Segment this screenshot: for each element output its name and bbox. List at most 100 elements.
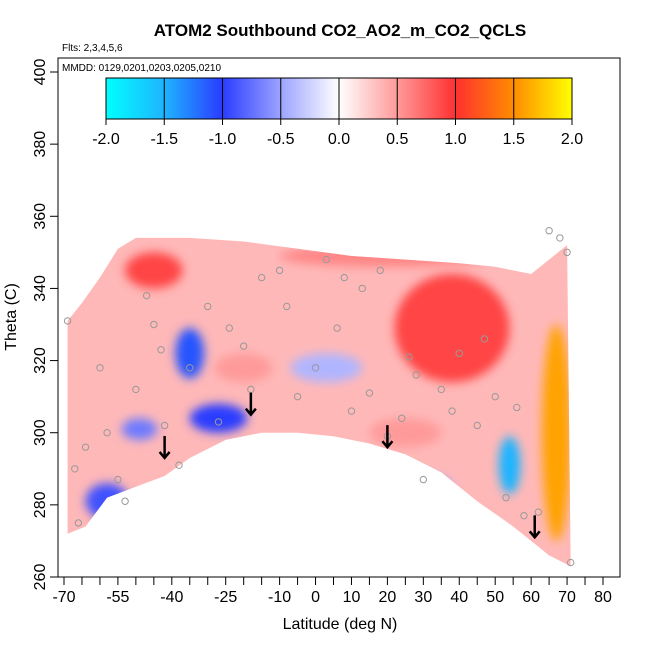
arrow-head xyxy=(528,530,541,540)
anomaly-blue-north-streak xyxy=(498,436,521,495)
x-tick-label: 20 xyxy=(379,589,397,606)
y-tick-label: 300 xyxy=(32,419,49,446)
colorbar-tick-label: -1.0 xyxy=(209,131,237,148)
anomaly-blue-mid-south xyxy=(175,328,205,379)
sample-point xyxy=(311,364,320,372)
anomaly-blue-subtropics-low xyxy=(408,476,453,498)
x-axis-label: Latitude (deg N) xyxy=(283,616,398,633)
colorbar-tick-label: 0.5 xyxy=(386,131,408,148)
colorbar-tick-label: -0.5 xyxy=(267,131,295,148)
x-tick-label: 80 xyxy=(594,589,612,606)
sample-point xyxy=(175,461,183,469)
sample-point xyxy=(480,335,489,343)
x-tick-label: 30 xyxy=(414,589,432,606)
colorbar-tick-label: -1.5 xyxy=(150,131,178,148)
colorbar-tick-label: -2.0 xyxy=(92,131,120,148)
sample-point xyxy=(257,273,266,282)
sample-point xyxy=(513,403,521,412)
x-tick-label: 70 xyxy=(558,589,576,606)
x-tick-label: -25 xyxy=(214,589,237,606)
x-tick-label: -70 xyxy=(52,589,75,606)
sample-point xyxy=(283,302,291,311)
x-tick-label: -10 xyxy=(268,589,291,606)
x-tick-label: 60 xyxy=(522,589,540,606)
colorbar: -2.0 -1.5 -1.0 -0.5 0.0 0.5 1.0 1.5 2.0 xyxy=(92,77,583,148)
anomaly-red-north-mid xyxy=(394,274,510,383)
y-tick-label: 380 xyxy=(32,131,49,158)
sample-point xyxy=(225,324,233,332)
sample-point xyxy=(322,255,331,264)
sample-point xyxy=(142,291,151,300)
anomaly-red-mid-south xyxy=(214,353,273,383)
y-axis: 260 280 300 320 340 360 380 400 xyxy=(32,59,59,591)
colorbar-tick-label: 1.0 xyxy=(444,131,466,148)
sample-point xyxy=(132,385,140,394)
y-tick-label: 260 xyxy=(32,564,49,591)
y-tick-label: 340 xyxy=(32,275,49,302)
sample-point xyxy=(448,407,456,415)
sample-point xyxy=(365,389,374,397)
flights-label: Flts: 2,3,4,5,6 xyxy=(62,43,123,54)
sample-point xyxy=(103,429,111,437)
sample-point xyxy=(275,266,284,275)
x-tick-label: -55 xyxy=(106,589,129,606)
x-tick-label: 10 xyxy=(343,589,361,606)
sample-point xyxy=(502,493,510,502)
sample-point xyxy=(81,443,90,451)
y-tick-label: 360 xyxy=(32,203,49,230)
sample-point xyxy=(333,324,341,332)
sample-point xyxy=(545,227,553,235)
colorbar-tick-label: 0.0 xyxy=(328,131,350,148)
sample-point xyxy=(204,302,212,311)
x-tick-label: -40 xyxy=(160,589,183,606)
sample-point xyxy=(160,421,169,430)
sample-point xyxy=(239,342,248,350)
sample-point xyxy=(71,465,79,473)
sample-point xyxy=(520,511,528,520)
marker-arrows xyxy=(158,392,541,540)
sample-point xyxy=(473,421,481,430)
sample-point xyxy=(563,248,571,257)
y-tick-label: 400 xyxy=(32,59,49,86)
x-tick-label: 0 xyxy=(311,589,320,606)
sample-point xyxy=(293,392,302,401)
colorbar-tick-label: 1.5 xyxy=(503,131,525,148)
sample-point xyxy=(455,349,463,358)
y-tick-label: 280 xyxy=(32,491,49,518)
sample-point xyxy=(114,475,122,484)
sample-point xyxy=(412,371,420,379)
sample-point xyxy=(121,497,129,505)
sample-point xyxy=(347,407,356,415)
sample-point xyxy=(534,508,543,516)
sample-point xyxy=(376,266,384,275)
y-tick-label: 320 xyxy=(32,347,49,374)
y-axis-label: Theta (C) xyxy=(3,283,20,351)
sample-point xyxy=(247,385,255,394)
sample-point xyxy=(419,475,428,484)
sample-point xyxy=(157,346,165,354)
anomaly-blue-south-edge xyxy=(121,418,158,440)
sample-points xyxy=(63,227,575,567)
heatmap-region xyxy=(67,237,571,567)
anomaly-red-subtropic-bottom xyxy=(369,418,442,448)
anomaly-red-arctic-edge xyxy=(541,324,571,541)
sample-point xyxy=(96,364,104,372)
sample-point xyxy=(63,317,72,325)
sample-point xyxy=(437,385,445,394)
arrow-head xyxy=(158,451,171,460)
sample-point xyxy=(398,414,406,422)
colorbar-tick-label: 2.0 xyxy=(561,131,583,148)
chart-title: ATOM2 Southbound CO2_AO2_m_CO2_QCLS xyxy=(154,21,526,40)
x-tick-label: 40 xyxy=(450,589,468,606)
heatmap-field xyxy=(67,237,571,567)
x-tick-label: 50 xyxy=(486,589,504,606)
sample-point xyxy=(74,519,83,527)
arrow-head xyxy=(244,407,257,417)
anomaly-red-south-top xyxy=(125,252,183,289)
sample-point xyxy=(358,284,366,293)
arrow-head xyxy=(381,440,394,450)
sample-point xyxy=(214,418,223,426)
sample-point xyxy=(340,273,348,282)
sample-point xyxy=(186,364,194,372)
